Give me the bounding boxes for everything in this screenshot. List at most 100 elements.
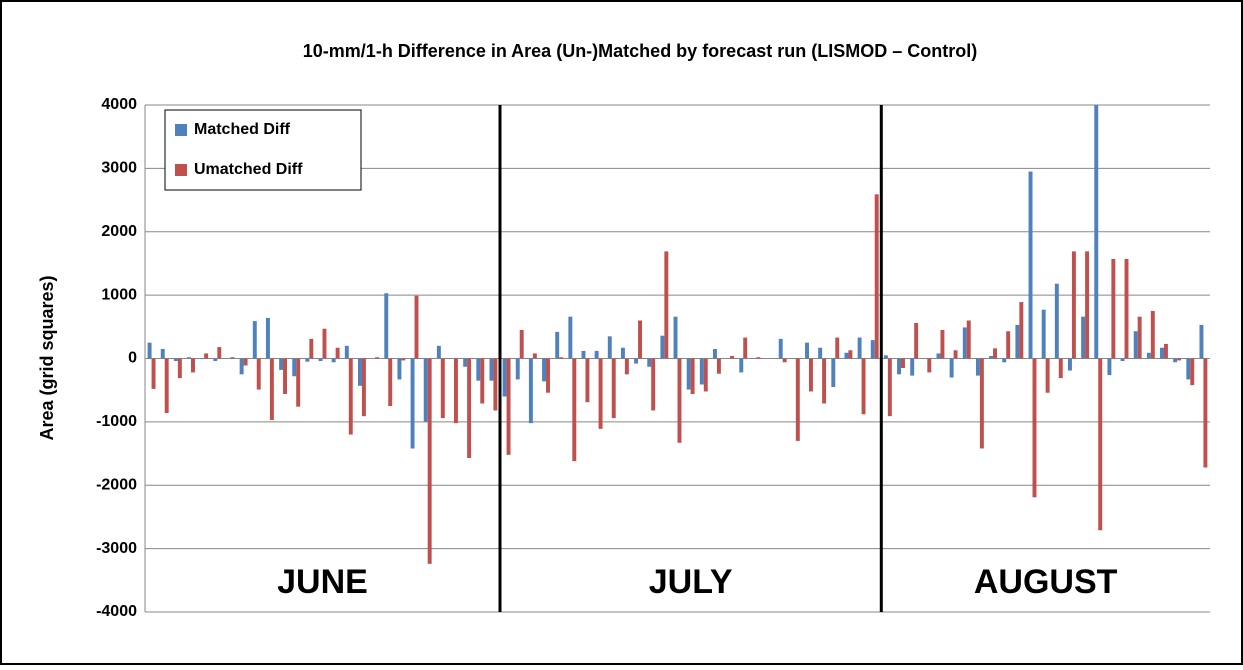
- bar: [660, 335, 665, 359]
- bar: [213, 358, 218, 362]
- bar: [239, 358, 244, 375]
- bar: [335, 347, 340, 359]
- legend-swatch: [175, 164, 187, 176]
- bar: [647, 358, 652, 367]
- bar: [1058, 358, 1063, 379]
- bar: [699, 358, 704, 385]
- bar: [756, 357, 761, 359]
- bar: [677, 358, 682, 443]
- bar: [831, 358, 836, 388]
- bar: [835, 337, 840, 359]
- bar: [493, 358, 498, 411]
- bar: [844, 352, 849, 359]
- bar: [160, 348, 165, 359]
- bar: [463, 358, 468, 367]
- bar: [243, 358, 248, 366]
- bar: [581, 350, 586, 359]
- bar: [927, 358, 932, 373]
- bar: [467, 358, 472, 458]
- bar: [546, 358, 550, 393]
- bar: [361, 358, 366, 417]
- bar: [914, 323, 919, 359]
- bar: [1085, 251, 1090, 359]
- bar: [1133, 331, 1138, 359]
- bar: [1186, 358, 1191, 380]
- bar: [870, 340, 875, 359]
- bar: [1150, 310, 1155, 359]
- bar: [568, 316, 573, 359]
- y-tick-label: 0: [128, 350, 137, 367]
- month-label: JUNE: [277, 563, 368, 601]
- bar: [1098, 358, 1103, 531]
- bar: [686, 358, 691, 390]
- bar: [397, 358, 402, 380]
- bar: [716, 358, 721, 374]
- bar: [585, 358, 590, 403]
- y-axis-label: Area (grid squares): [37, 275, 57, 440]
- y-tick-label: -1000: [96, 413, 137, 430]
- bar: [1068, 358, 1072, 371]
- bar: [506, 358, 511, 455]
- bar: [555, 331, 560, 359]
- bar: [344, 345, 349, 359]
- legend-label: Matched Diff: [194, 121, 291, 138]
- bar: [279, 358, 284, 370]
- bar: [331, 358, 336, 363]
- bar: [651, 358, 656, 411]
- bar: [848, 350, 853, 359]
- bar: [861, 358, 866, 415]
- bar: [664, 251, 669, 359]
- bar: [1019, 302, 1024, 359]
- bar: [1177, 358, 1182, 361]
- bar: [519, 329, 524, 359]
- bar: [423, 358, 428, 422]
- legend-box: [164, 109, 362, 191]
- bar: [572, 358, 577, 462]
- bar: [1190, 358, 1195, 386]
- y-tick-label: -3000: [96, 540, 137, 557]
- bar: [309, 338, 314, 359]
- bar: [542, 358, 547, 382]
- bar: [559, 357, 564, 359]
- bar: [778, 338, 783, 359]
- bar: [151, 358, 156, 389]
- bar: [217, 347, 222, 359]
- bar: [989, 355, 994, 359]
- bar: [901, 358, 905, 369]
- bar: [883, 355, 888, 359]
- legend-label: Umatched Diff: [194, 161, 303, 178]
- bar: [269, 358, 274, 420]
- bar: [808, 358, 813, 392]
- bar: [305, 358, 310, 362]
- bar: [1146, 352, 1151, 359]
- bar: [1120, 358, 1125, 362]
- y-tick-label: 2000: [101, 223, 137, 240]
- bar: [743, 337, 748, 359]
- bar: [1054, 283, 1059, 359]
- bar: [1199, 324, 1204, 359]
- bar: [975, 358, 980, 376]
- y-tick-label: 4000: [101, 96, 137, 113]
- bar: [164, 358, 169, 414]
- bar: [1002, 358, 1007, 363]
- bar: [502, 358, 507, 397]
- bar: [204, 353, 209, 359]
- bar: [375, 357, 380, 359]
- bar: [453, 358, 458, 424]
- month-label: JULY: [649, 563, 733, 601]
- bar: [348, 358, 353, 435]
- bar: [673, 316, 678, 359]
- bar: [703, 358, 708, 392]
- bar: [1173, 358, 1178, 363]
- bar: [480, 358, 485, 404]
- bar: [414, 295, 419, 359]
- bar: [940, 329, 945, 359]
- bar: [795, 358, 800, 441]
- bar: [1094, 105, 1099, 359]
- bar: [739, 358, 744, 373]
- bar: [177, 358, 182, 379]
- bar: [805, 342, 809, 359]
- bar: [173, 358, 178, 362]
- y-tick-label: -4000: [96, 603, 137, 620]
- chart-title: 10-mm/1-h Difference in Area (Un-)Matche…: [303, 41, 977, 61]
